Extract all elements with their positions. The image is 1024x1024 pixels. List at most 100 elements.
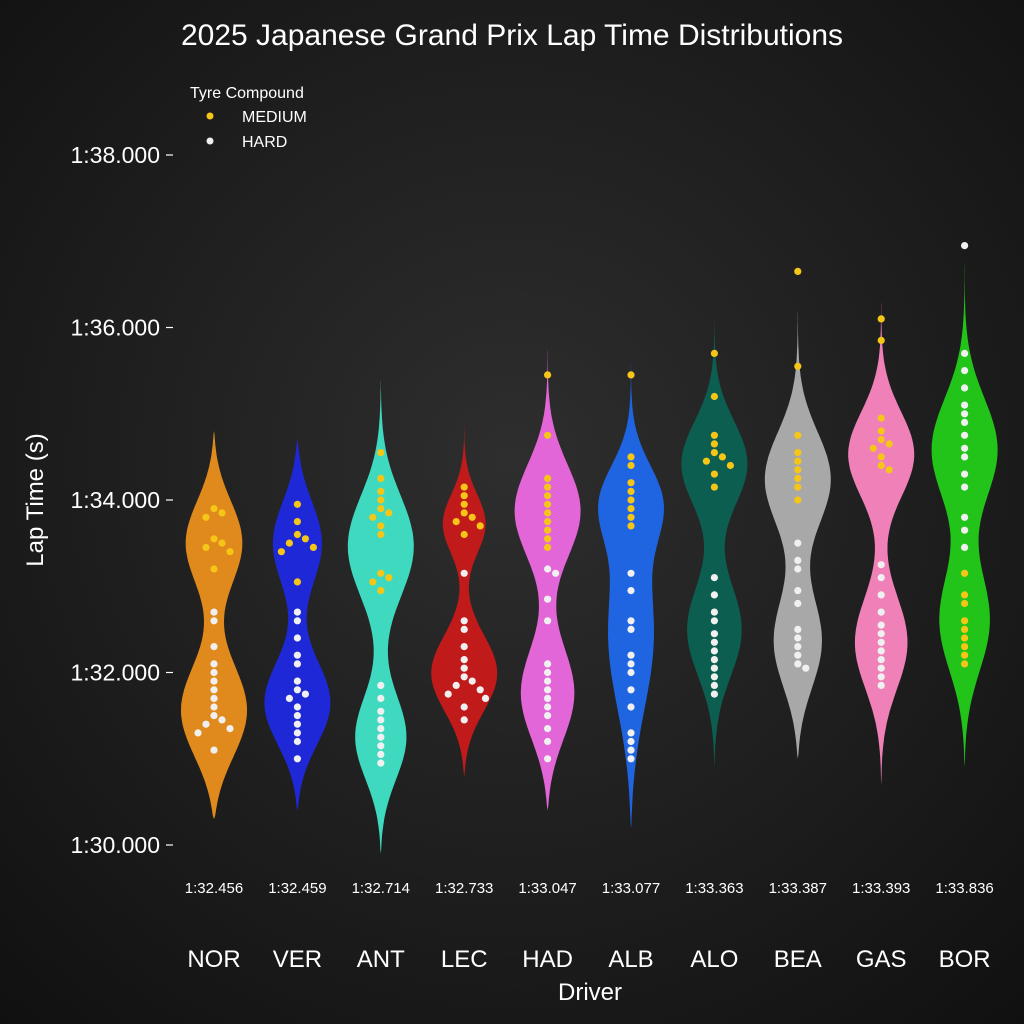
lap-point-hard [794, 539, 802, 547]
lap-point-hard [961, 410, 969, 418]
x-tick-labels: NOR VER ANT LEC HAD ALB ALO BEA GAS BOR [187, 946, 990, 973]
lap-point-hard [794, 587, 802, 595]
lap-point-hard [293, 660, 301, 668]
lap-point-hard [210, 643, 218, 651]
lap-point-hard [877, 673, 885, 681]
lap-point-medium [460, 492, 468, 500]
lap-point-medium [961, 660, 969, 668]
lap-point-hard [460, 643, 468, 651]
x-tick-label-nor: NOR [187, 946, 240, 973]
lap-point-hard [202, 720, 210, 728]
x-tick-label-alo: ALO [690, 946, 738, 973]
y-axis-label: Lap Time (s) [22, 433, 49, 566]
median-label-lec: 1:32.733 [435, 880, 493, 897]
lap-point-medium [877, 414, 885, 422]
lap-point-hard [293, 755, 301, 763]
lap-point-hard [961, 453, 969, 461]
lap-point-medium [702, 457, 711, 465]
lap-point-hard [961, 384, 969, 392]
violin-had [514, 336, 581, 811]
lap-point-hard [794, 651, 802, 659]
lap-point-hard [544, 677, 552, 685]
lap-point-hard [961, 431, 969, 439]
lap-point-medium [210, 505, 218, 513]
lap-point-medium [544, 483, 552, 491]
lap-point-medium [293, 500, 301, 508]
lap-point-hard [627, 569, 635, 577]
y-tick-label: 1:30.000 [70, 832, 160, 858]
lap-point-hard [460, 617, 468, 625]
lap-point-medium [226, 548, 234, 556]
lap-point-hard [226, 725, 234, 733]
lap-point-hard [710, 647, 719, 655]
lap-point-hard [194, 729, 202, 737]
legend-marker-hard [206, 137, 214, 145]
lap-point-hard [544, 595, 552, 603]
lap-point-medium [385, 574, 393, 582]
lap-point-medium [794, 449, 802, 457]
lap-point-medium [377, 522, 385, 530]
lap-point-medium [877, 461, 885, 470]
lap-point-hard [877, 647, 885, 655]
lap-point-hard [710, 638, 719, 646]
lap-point-medium [877, 336, 885, 344]
y-tick-label: 1:34.000 [70, 487, 160, 513]
x-axis-label: Driver [558, 979, 622, 1006]
lap-point-medium [377, 474, 385, 482]
lap-point-medium [468, 513, 476, 521]
lap-point-hard [544, 660, 552, 668]
lap-point-medium [544, 509, 552, 517]
lap-point-medium [293, 578, 301, 586]
lap-point-medium [377, 487, 385, 495]
lap-point-medium [627, 479, 635, 487]
lap-point-hard [210, 703, 218, 711]
lap-point-hard [544, 755, 552, 763]
lap-point-hard [961, 483, 969, 491]
lap-point-hard [627, 755, 635, 763]
y-tick-label: 1:32.000 [70, 660, 160, 686]
lap-point-hard [627, 617, 635, 625]
lap-point-medium [877, 427, 885, 435]
violin-nor [181, 431, 247, 820]
violin-ver [264, 439, 331, 811]
lap-point-hard [627, 729, 635, 737]
lap-point-hard [710, 656, 719, 664]
lap-point-medium [794, 496, 802, 504]
lap-point-hard [452, 681, 460, 690]
lap-point-hard [794, 634, 802, 642]
lap-point-hard [794, 643, 802, 651]
lap-point-hard [476, 686, 484, 694]
lap-point-hard [961, 418, 969, 426]
lap-point-hard [961, 526, 969, 534]
lap-point-medium [885, 466, 893, 474]
lap-point-hard [210, 677, 218, 685]
lap-point-medium [544, 431, 552, 439]
lap-point-hard [293, 737, 301, 746]
lap-point-hard [460, 716, 468, 724]
lap-point-hard [877, 591, 885, 599]
median-label-gas: 1:33.393 [852, 880, 910, 897]
lap-point-hard [710, 617, 719, 625]
lap-point-medium [301, 535, 309, 543]
lap-point-hard [481, 694, 490, 703]
lap-point-medium [377, 449, 385, 457]
lap-point-hard [293, 703, 301, 711]
lap-point-medium [794, 267, 802, 275]
lap-point-medium [794, 457, 802, 465]
lap-point-medium [293, 518, 301, 526]
lap-point-hard [961, 470, 969, 478]
lap-point-medium [218, 509, 226, 517]
lap-point-hard [877, 574, 885, 582]
lap-point-hard [877, 681, 885, 690]
lap-point-hard [794, 660, 802, 668]
median-label-alo: 1:33.363 [685, 880, 743, 897]
lap-point-hard [961, 513, 969, 521]
lap-point-medium [726, 461, 735, 470]
lap-point-hard [627, 746, 635, 754]
lap-point-hard [460, 656, 468, 664]
lap-point-hard [627, 625, 635, 634]
lap-point-medium [794, 483, 802, 491]
lap-point-medium [710, 440, 719, 448]
legend-title: Tyre Compound [190, 85, 304, 102]
